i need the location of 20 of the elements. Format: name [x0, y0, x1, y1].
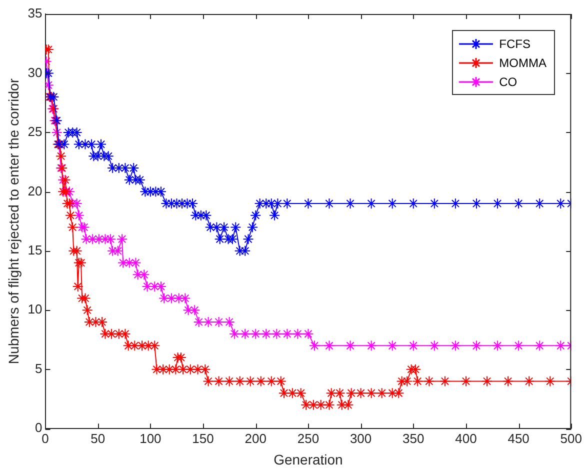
y-tick-label: 25 — [28, 124, 42, 140]
y-tick-label: 5 — [35, 360, 42, 376]
x-tick-label: 400 — [455, 430, 477, 446]
x-tick-label: 150 — [192, 430, 214, 446]
y-tick-label: 15 — [28, 242, 42, 258]
x-tick-label: 500 — [560, 430, 582, 446]
x-tick-label: 250 — [297, 430, 320, 446]
y-tick-label: 0 — [35, 420, 42, 436]
y-axis-title: Nubmers of flight rejected to enter the corridor — [5, 78, 22, 364]
x-tick-label: 450 — [508, 430, 530, 446]
x-tick-label: 100 — [140, 430, 162, 446]
x-tick-label: 350 — [402, 430, 424, 446]
y-tick-label: 30 — [28, 64, 42, 80]
y-tick-label: 20 — [28, 183, 42, 198]
x-tick-label: 300 — [350, 430, 372, 446]
y-tick-label: 35 — [28, 6, 42, 21]
y-tick-label: 10 — [28, 302, 42, 317]
x-tick-label: 50 — [90, 430, 106, 446]
x-tick-label: 200 — [244, 430, 266, 446]
x-axis-title: Generation — [274, 451, 343, 468]
